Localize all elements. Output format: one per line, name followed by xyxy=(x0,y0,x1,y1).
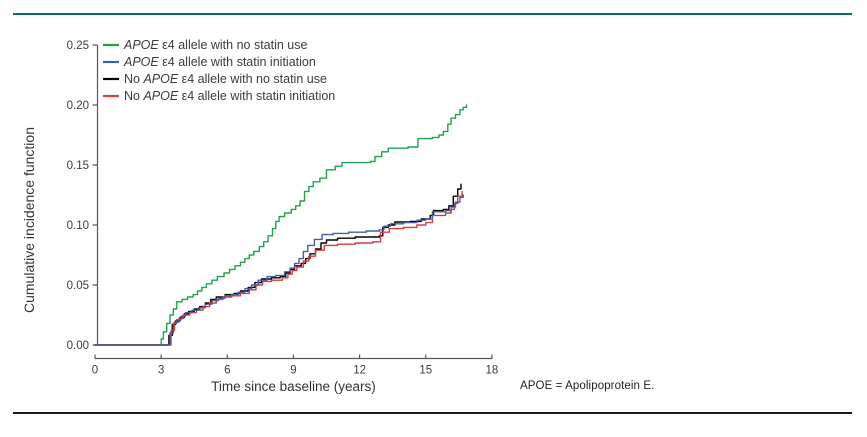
y-tick-label: 0.10 xyxy=(67,220,89,232)
legend-item: APOE ε4 allele with statin initiation xyxy=(103,55,316,69)
y-tick-label: 0.00 xyxy=(67,340,89,352)
y-tick-label: 0.20 xyxy=(67,100,89,112)
y-axis-title: Cumulative incidence function xyxy=(21,127,37,313)
tick-labels: 0.00 0.05 0.10 0.15 0.20 0.25 0 3 6 9 12 15 18 xyxy=(67,40,499,377)
y-tick-label: 0.05 xyxy=(67,280,89,292)
legend-label: APOE ε4 allele with no statin use xyxy=(123,38,308,52)
axes xyxy=(92,44,493,360)
x-tick-label: 18 xyxy=(486,365,499,377)
legend: APOE ε4 allele with no statin use APOE ε4… xyxy=(103,38,335,103)
legend-item: No APOE ε4 allele with statin initiation xyxy=(103,89,335,103)
series-line xyxy=(94,104,468,346)
x-tick-label: 9 xyxy=(290,365,296,377)
x-tick-label: 3 xyxy=(158,365,164,377)
legend-label: No APOE ε4 allele with no statin use xyxy=(124,72,327,86)
x-tick-label: 15 xyxy=(419,365,432,377)
legend-label: No APOE ε4 allele with statin initiation xyxy=(124,89,335,103)
y-tick-label: 0.25 xyxy=(67,40,89,52)
x-axis-title: Time since baseline (years) xyxy=(211,379,376,394)
bottom-divider-rule xyxy=(13,412,852,414)
legend-label: APOE ε4 allele with statin initiation xyxy=(123,55,316,69)
x-tick-label: 6 xyxy=(224,365,230,377)
y-tick-label: 0.15 xyxy=(67,160,89,172)
footnote: APOE = Apolipoprotein E. xyxy=(520,380,655,392)
x-tick-label: 0 xyxy=(92,365,98,377)
series-line xyxy=(94,194,464,346)
legend-item: APOE ε4 allele with no statin use xyxy=(103,38,308,52)
top-divider-rule xyxy=(13,13,852,15)
series-line xyxy=(94,183,462,346)
series-line xyxy=(94,190,463,346)
series-lines xyxy=(94,104,468,346)
x-tick-label: 12 xyxy=(353,365,366,377)
legend-item: No APOE ε4 allele with no statin use xyxy=(103,72,327,86)
cumulative-incidence-chart: 0.00 0.05 0.10 0.15 0.20 0.25 0 3 6 9 12 15 18 Time s… xyxy=(21,38,499,394)
